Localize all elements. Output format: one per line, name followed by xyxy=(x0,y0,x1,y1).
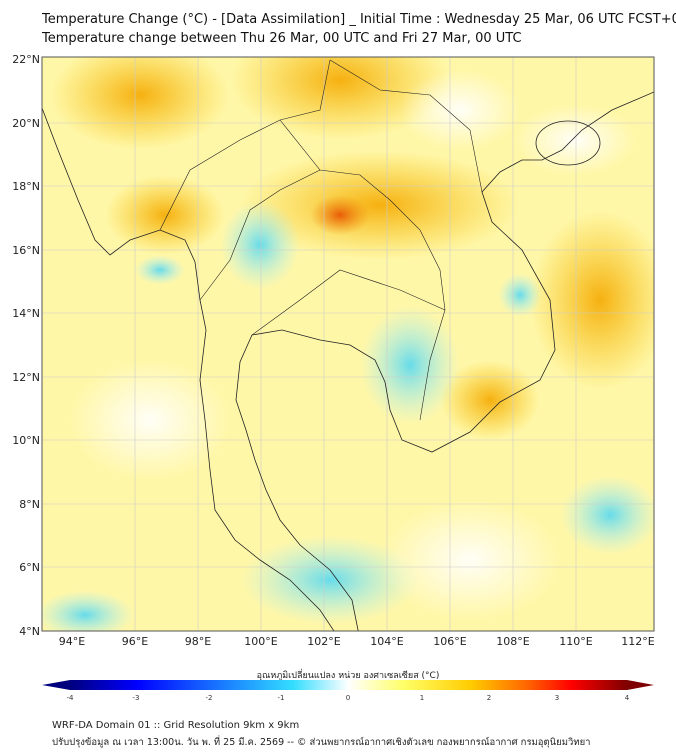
borders xyxy=(159,59,483,421)
lon-label: 94°E xyxy=(59,635,85,648)
lon-label: 102°E xyxy=(307,635,340,648)
map-subtitle: Temperature change between Thu 26 Mar, 0… xyxy=(42,31,522,46)
lat-label: 10°N xyxy=(12,434,40,447)
lon-labels: 94°E 96°E 98°E 100°E 102°E 104°E 106°E 1… xyxy=(59,635,655,648)
lat-label: 8°N xyxy=(19,498,40,511)
lat-label: 22°N xyxy=(12,53,40,66)
map-field xyxy=(42,57,654,631)
colorbar-tick: -4 xyxy=(67,694,75,702)
colorbar-tick: 1 xyxy=(420,694,424,702)
lon-label: 108°E xyxy=(496,635,529,648)
colorbar xyxy=(42,680,654,690)
coastlines xyxy=(42,91,654,631)
lon-label: 100°E xyxy=(244,635,277,648)
lon-label: 98°E xyxy=(185,635,211,648)
graticule xyxy=(42,57,654,631)
colorbar-label: อุณหภูมิเปลี่ยนแปลง หน่วย องศาเซลเซียส (… xyxy=(257,668,440,681)
lat-label: 14°N xyxy=(12,307,40,320)
lon-label: 106°E xyxy=(433,635,466,648)
lon-label: 104°E xyxy=(370,635,403,648)
lat-label: 16°N xyxy=(12,244,40,257)
colorbar-tick: 4 xyxy=(625,694,630,702)
colorbar-tick: 3 xyxy=(555,694,559,702)
footer-update-info: ปรับปรุงข้อมูล ณ เวลา 13:00น. วัน พ. ที่… xyxy=(52,737,591,748)
lat-label: 20°N xyxy=(12,117,40,130)
lat-label: 18°N xyxy=(12,180,40,193)
temperature-change-map: 22°N 20°N 18°N 16°N 14°N 12°N 10°N 8°N 6… xyxy=(12,53,655,702)
lat-label: 6°N xyxy=(19,561,40,574)
colorbar-ticks: -4 -3 -2 -1 0 1 2 3 4 xyxy=(67,694,630,702)
colorbar-tick: -1 xyxy=(278,694,285,702)
map-title: Temperature Change (°C) - [Data Assimila… xyxy=(42,12,676,27)
colorbar-tick: -2 xyxy=(206,694,213,702)
colorbar-tick: 0 xyxy=(346,694,350,702)
lat-labels: 22°N 20°N 18°N 16°N 14°N 12°N 10°N 8°N 6… xyxy=(12,53,40,638)
footer-model-info: WRF-DA Domain 01 :: Grid Resolution 9km … xyxy=(52,720,300,731)
colorbar-tick: 2 xyxy=(487,694,491,702)
lat-label: 12°N xyxy=(12,371,40,384)
lon-label: 110°E xyxy=(559,635,592,648)
map-frame xyxy=(41,56,655,632)
lon-label: 112°E xyxy=(621,635,654,648)
colorbar-tick: -3 xyxy=(133,694,140,702)
lat-label: 4°N xyxy=(19,625,40,638)
lon-label: 96°E xyxy=(122,635,148,648)
